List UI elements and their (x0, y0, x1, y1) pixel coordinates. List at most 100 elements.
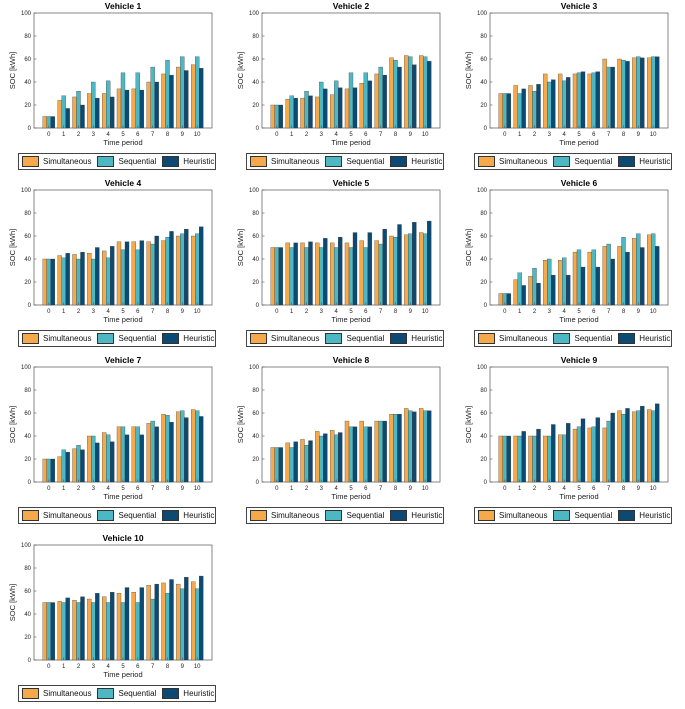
bar-simultaneous (543, 260, 548, 306)
bar-sequential (532, 91, 537, 129)
bar-heuristic (293, 97, 298, 129)
bar-sequential (621, 60, 626, 129)
y-tick-label: 0 (28, 303, 32, 309)
chart-title: Vehicle 8 (333, 355, 370, 365)
bar-heuristic (655, 403, 660, 483)
x-tick-label: 4 (334, 309, 338, 315)
legend-item-sequential: Sequential (325, 510, 384, 521)
bar-simultaneous (102, 432, 107, 483)
y-axis-label: SOC [kWh] (8, 406, 17, 444)
bar-simultaneous (146, 241, 151, 306)
legend-item-simultaneous: Simultaneous (22, 688, 91, 699)
bar-heuristic (139, 587, 144, 661)
bar-heuristic (154, 426, 159, 483)
bar-sequential (517, 272, 522, 306)
bar-simultaneous (87, 598, 92, 661)
bar-chart: Vehicle 1 0 20 40 60 80 100 0 1 2 3 4 5 6 7 8 9 10 Time pe… (8, 1, 213, 147)
legend-swatch (22, 333, 39, 344)
y-tick-label: 100 (21, 543, 32, 549)
bar-sequential (651, 233, 656, 306)
x-tick-label: 4 (106, 132, 110, 138)
bar-heuristic (610, 66, 615, 129)
chart-title: Vehicle 9 (561, 355, 598, 365)
bar-simultaneous (419, 55, 424, 129)
x-tick-label: 1 (518, 132, 522, 138)
legend-item-simultaneous: Simultaneous (250, 510, 319, 521)
x-axis-label: Time period (103, 492, 142, 501)
legend-label: Simultaneous (43, 334, 92, 343)
bar-heuristic (110, 592, 115, 661)
x-axis-label: Time period (559, 315, 598, 324)
bar-heuristic (278, 447, 283, 483)
x-tick-label: 5 (349, 486, 353, 492)
legend-swatch (390, 156, 408, 167)
bar-heuristic (595, 417, 600, 483)
bar-simultaneous (558, 73, 563, 129)
bar-sequential (547, 258, 552, 306)
chart-legend: Simultaneous Sequential Heuristic (18, 685, 216, 702)
bar-sequential (591, 249, 596, 306)
x-tick-label: 9 (181, 132, 185, 138)
x-tick-label: 1 (290, 132, 294, 138)
bar-sequential (135, 249, 140, 306)
legend-item-heuristic: Heuristic (618, 333, 670, 344)
legend-label: Heuristic (411, 334, 443, 343)
y-tick-label: 20 (24, 280, 31, 286)
bar-sequential (180, 56, 185, 129)
chart-panel: Vehicle 9 0 20 40 60 80 100 0 1 2 3 4 5 6 7 8 9 10 Time pe… (456, 354, 684, 531)
legend-swatch (618, 333, 636, 344)
x-axis-label: Time period (331, 492, 370, 501)
y-tick-label: 0 (256, 480, 260, 486)
x-tick-label: 1 (290, 309, 294, 315)
bar-sequential (195, 588, 200, 661)
y-tick-label: 40 (24, 80, 31, 86)
y-tick-label: 40 (252, 80, 259, 86)
chart-legend: Simultaneous Sequential Heuristic (246, 507, 444, 524)
legend-label: Heuristic (639, 157, 671, 166)
y-tick-label: 40 (480, 80, 487, 86)
bar-simultaneous (419, 232, 424, 306)
legend-swatch (325, 156, 343, 167)
legend-label: Sequential (346, 511, 385, 520)
bar-simultaneous (87, 435, 92, 483)
bar-simultaneous (191, 409, 196, 483)
bar-simultaneous (528, 85, 533, 129)
chart-title: Vehicle 2 (333, 1, 370, 11)
chart-legend: Simultaneous Sequential Heuristic (474, 330, 672, 347)
bar-chart: Vehicle 5 0 20 40 60 80 100 0 1 2 3 4 5 6 7 8 9 10 Time pe… (236, 178, 441, 324)
bar-simultaneous (315, 242, 320, 306)
y-axis-label: SOC [kWh] (8, 229, 17, 267)
bar-simultaneous (617, 410, 622, 483)
y-tick-label: 100 (21, 11, 32, 17)
bar-sequential (547, 435, 552, 483)
y-axis-label: SOC [kWh] (8, 52, 17, 90)
bar-sequential (165, 237, 170, 306)
bar-heuristic (625, 251, 630, 306)
bar-simultaneous (632, 411, 637, 483)
x-tick-label: 3 (92, 132, 96, 138)
chart-legend: Simultaneous Sequential Heuristic (474, 507, 672, 524)
bar-simultaneous (404, 234, 409, 306)
legend-label: Heuristic (639, 334, 671, 343)
bar-sequential (106, 434, 111, 483)
bar-simultaneous (270, 247, 275, 306)
x-tick-label: 9 (637, 132, 641, 138)
bar-simultaneous (116, 593, 122, 661)
x-axis-label: Time period (103, 138, 142, 147)
x-tick-label: 9 (181, 486, 185, 492)
y-axis-label: SOC [kWh] (236, 229, 245, 267)
bar-heuristic (595, 266, 600, 306)
x-tick-label: 10 (422, 486, 429, 492)
bar-heuristic (521, 88, 526, 129)
bar-chart: Vehicle 6 0 20 40 60 80 100 0 1 2 3 4 5 6 7 8 9 10 Time pe… (464, 178, 669, 324)
y-tick-label: 0 (28, 126, 32, 132)
y-tick-label: 100 (477, 188, 488, 194)
x-tick-label: 4 (334, 486, 338, 492)
bar-sequential (591, 72, 596, 129)
bar-simultaneous (161, 414, 166, 483)
x-tick-label: 0 (47, 486, 51, 492)
legend-item-heuristic: Heuristic (162, 510, 214, 521)
x-tick-label: 10 (650, 132, 657, 138)
x-tick-label: 5 (349, 132, 353, 138)
bar-simultaneous (57, 601, 62, 661)
